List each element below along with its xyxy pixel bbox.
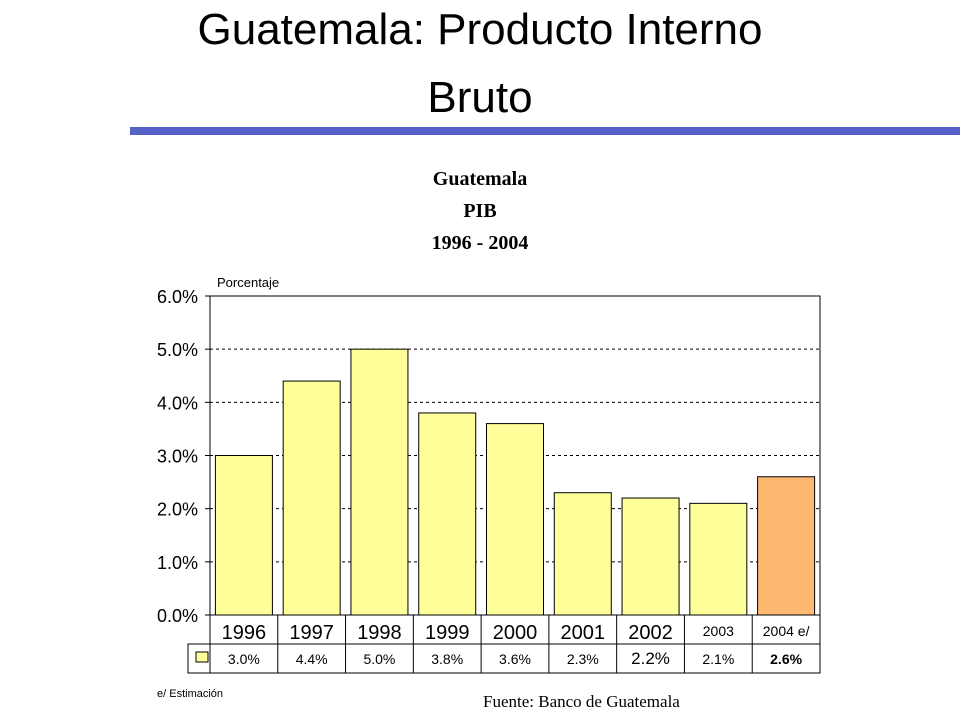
x-tick-label: 2004 e/	[763, 623, 810, 639]
data-label: 4.4%	[296, 651, 328, 667]
y-tick-label: 0.0%	[157, 606, 198, 626]
chart-title: Guatemala	[432, 168, 528, 190]
bar	[757, 476, 816, 616]
legend-swatch	[195, 651, 209, 663]
y-tick-label: 5.0%	[157, 340, 198, 360]
x-tick-label: 2003	[703, 623, 734, 639]
data-label: 2.2%	[631, 649, 670, 668]
y-axis-label: Porcentaje	[217, 275, 279, 290]
bar	[282, 380, 341, 616]
y-tick-label: 4.0%	[157, 393, 198, 413]
x-tick-label: 1997	[289, 622, 334, 644]
bar	[418, 412, 477, 616]
bar	[214, 455, 273, 616]
data-label: 3.6%	[499, 651, 531, 667]
data-label: 2.3%	[567, 651, 599, 667]
data-label: 3.8%	[431, 651, 463, 667]
x-tick-label: 2001	[561, 622, 606, 644]
y-tick-label: 2.0%	[157, 500, 198, 520]
footnote-estimacion: e/ Estimación	[157, 688, 224, 700]
data-label: 2.1%	[702, 651, 734, 667]
y-tick-label: 3.0%	[157, 447, 198, 467]
bar	[350, 348, 409, 616]
y-tick-label: 6.0%	[157, 287, 198, 307]
x-tick-label: 1996	[222, 622, 267, 644]
data-label: 2.6%	[770, 651, 802, 667]
source-note: Fuente: Banco de Guatemala	[483, 692, 680, 711]
data-label: 5.0%	[363, 651, 395, 667]
bar	[689, 502, 748, 616]
title-underline-rule	[130, 127, 960, 135]
bar	[553, 492, 612, 616]
x-tick-label: 1998	[357, 622, 402, 644]
slide-title-line-2: Bruto	[427, 73, 533, 122]
data-label: 3.0%	[228, 651, 260, 667]
chart-subtitle-1: PIB	[463, 200, 497, 222]
slide-title-line-1: Guatemala: Producto Interno	[197, 5, 763, 54]
y-tick-label: 1.0%	[157, 553, 198, 573]
chart-subtitle-2: 1996 - 2004	[431, 232, 529, 254]
x-tick-label: 2002	[628, 622, 673, 644]
bar	[486, 423, 544, 616]
x-tick-label: 1999	[425, 622, 470, 644]
x-tick-label: 2000	[493, 622, 538, 644]
bar	[621, 497, 680, 616]
